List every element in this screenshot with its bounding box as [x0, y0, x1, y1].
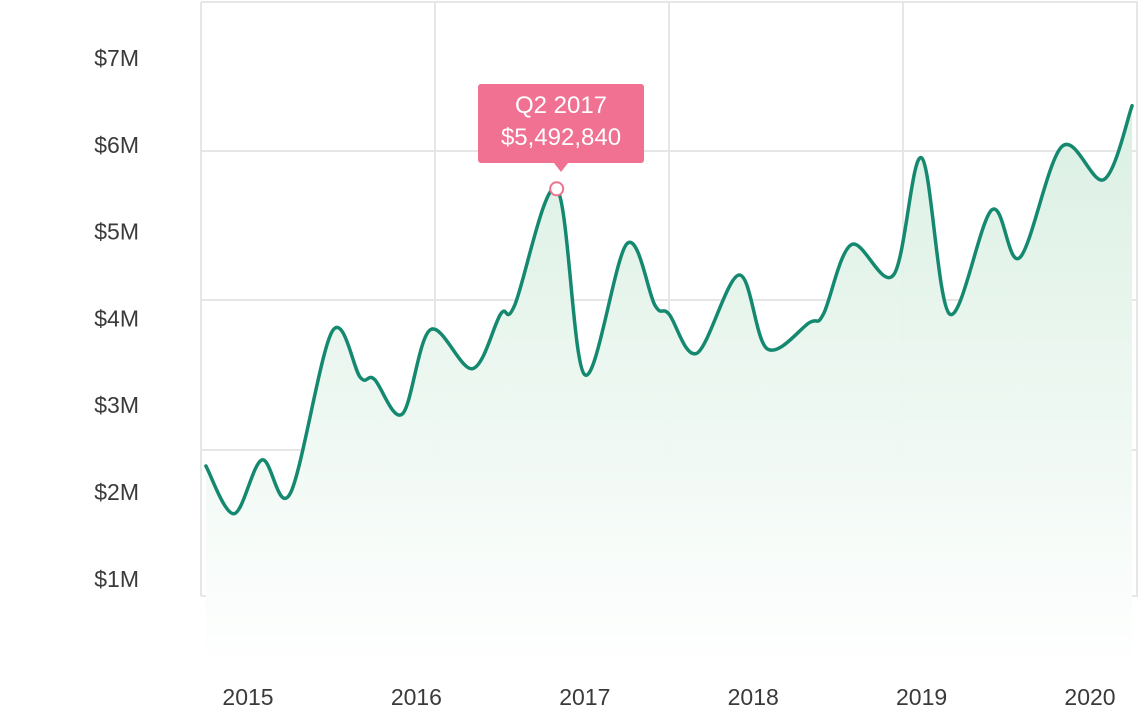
- x-tick-label: 2016: [391, 684, 442, 710]
- series-area: [205, 105, 1133, 670]
- x-tick-label: 2018: [728, 684, 779, 710]
- tooltip-value: $5,492,840: [500, 124, 622, 151]
- x-tick-label: 2020: [1064, 684, 1115, 710]
- y-tick-label: $5M: [94, 219, 139, 245]
- x-axis-ticks: 2015 2016 2017 2018 2019 2020: [222, 684, 1115, 710]
- y-tick-label: $7M: [94, 45, 139, 71]
- data-tooltip: Q2 2017 $5,492,840: [478, 84, 644, 172]
- focus-point-marker[interactable]: [549, 181, 565, 197]
- y-tick-label: $6M: [94, 132, 139, 158]
- y-axis-ticks: $1M $2M $3M $4M $5M $6M $7M: [94, 45, 139, 592]
- series-line: [204, 103, 1134, 516]
- y-tick-label: $1M: [94, 566, 139, 592]
- y-tick-label: $4M: [94, 305, 139, 331]
- y-tick-label: $2M: [94, 479, 139, 505]
- x-tick-label: 2017: [559, 684, 610, 710]
- y-tick-label: $3M: [94, 392, 139, 418]
- x-tick-label: 2019: [896, 684, 947, 710]
- tooltip-period-label: Q2 2017: [514, 92, 608, 119]
- x-tick-label: 2015: [222, 684, 273, 710]
